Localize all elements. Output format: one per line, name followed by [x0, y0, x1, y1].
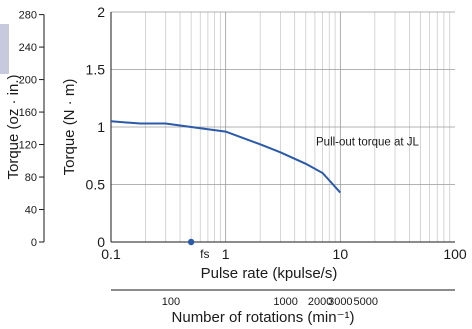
- y-tick-label: 2: [97, 4, 105, 20]
- secondary-y-tick-label: 120: [19, 140, 37, 152]
- labels: 0 0.5 1 1.5 2 0 40 80 120 160 200 240 280 0.1 1 10 100 Pu…: [5, 4, 467, 326]
- grid: [110, 11, 455, 243]
- axes: [39, 12, 455, 291]
- series-line: [110, 120, 342, 194]
- secondary-x-tick-label: 5000: [354, 296, 378, 308]
- fs-label: fs: [200, 247, 209, 261]
- secondary-x-tick-label: 1000: [273, 296, 297, 308]
- secondary-x-tick-label: 2000: [308, 296, 332, 308]
- secondary-y-tick-label: 280: [19, 10, 37, 22]
- series-label: Pull-out torque at JL: [316, 136, 420, 148]
- y-tick-label: 1: [97, 119, 105, 135]
- x-tick-label: 1: [222, 246, 230, 262]
- fs-marker: [187, 238, 195, 246]
- x-tick-label: 100: [443, 246, 467, 262]
- y-tick-label: 1.5: [86, 62, 106, 78]
- curve-layer: [110, 120, 342, 246]
- secondary-y-tick-label: 200: [19, 75, 37, 87]
- secondary-x-tick-label: 100: [162, 296, 180, 308]
- secondary-x-tick-label: 3000: [328, 296, 352, 308]
- secondary-y-tick-label: 40: [25, 205, 37, 217]
- secondary-y-tick-label: 80: [25, 172, 37, 184]
- secondary-y-axis-title: Torque (oz · in.): [5, 74, 22, 179]
- y-axis-title: Torque (N · m): [61, 79, 78, 176]
- secondary-y-tick-label: 240: [19, 42, 37, 54]
- y-tick-label: 0.5: [86, 177, 106, 193]
- secondary-y-tick-label: 0: [31, 237, 37, 249]
- x-tick-label: 0.1: [101, 246, 121, 262]
- left-accent-bar: [0, 24, 9, 74]
- secondary-y-tick-label: 160: [19, 107, 37, 119]
- y-tick-label: 0: [97, 234, 105, 250]
- secondary-x-axis-title: Number of rotations (min⁻¹): [172, 309, 355, 326]
- x-tick-label: 10: [333, 246, 349, 262]
- x-axis-title: Pulse rate (kpulse/s): [201, 265, 338, 282]
